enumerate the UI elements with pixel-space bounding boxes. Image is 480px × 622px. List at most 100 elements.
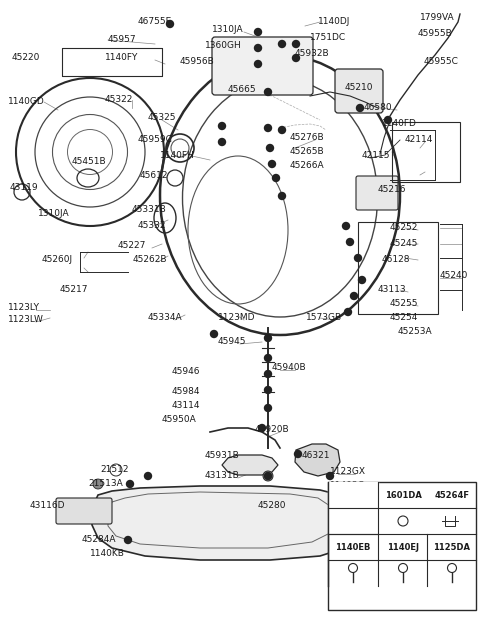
Text: 46580: 46580 xyxy=(364,103,393,113)
Circle shape xyxy=(127,481,133,488)
Text: 1123LW: 1123LW xyxy=(8,315,44,325)
FancyBboxPatch shape xyxy=(212,37,313,95)
Text: 45451B: 45451B xyxy=(72,157,107,167)
Text: 45216: 45216 xyxy=(378,185,407,195)
Text: 1123MD: 1123MD xyxy=(218,313,255,322)
Circle shape xyxy=(273,175,279,182)
Text: 45334A: 45334A xyxy=(148,313,182,322)
Bar xyxy=(328,482,476,610)
Text: 1140DJ: 1140DJ xyxy=(318,17,350,27)
Circle shape xyxy=(167,21,173,27)
Circle shape xyxy=(266,144,274,152)
Circle shape xyxy=(278,192,286,200)
Text: 45255: 45255 xyxy=(390,300,419,309)
Circle shape xyxy=(278,126,286,134)
Text: 46755E: 46755E xyxy=(138,17,172,27)
Text: 45322: 45322 xyxy=(105,96,133,104)
Text: 45665: 45665 xyxy=(228,85,257,95)
Text: 1125DA: 1125DA xyxy=(433,542,470,552)
Polygon shape xyxy=(222,455,278,475)
Text: 45946: 45946 xyxy=(172,368,201,376)
Text: 45217: 45217 xyxy=(60,285,88,294)
Circle shape xyxy=(218,139,226,146)
Circle shape xyxy=(292,40,300,47)
Text: 45959C: 45959C xyxy=(138,136,173,144)
Text: 45950A: 45950A xyxy=(162,415,197,424)
Text: 45210: 45210 xyxy=(345,83,373,93)
Text: 45253A: 45253A xyxy=(398,328,432,337)
Circle shape xyxy=(278,40,286,47)
Circle shape xyxy=(254,60,262,68)
Circle shape xyxy=(264,335,272,341)
Text: 45955B: 45955B xyxy=(418,29,453,39)
Text: 45920B: 45920B xyxy=(255,425,289,435)
Text: 45280: 45280 xyxy=(258,501,287,511)
Text: 21512: 21512 xyxy=(100,465,129,475)
Text: 1140KB: 1140KB xyxy=(90,549,125,559)
Text: 1140EJ: 1140EJ xyxy=(387,542,419,552)
Text: 42114: 42114 xyxy=(405,136,433,144)
Text: 1140FD: 1140FD xyxy=(382,119,417,129)
Circle shape xyxy=(144,473,152,480)
Circle shape xyxy=(268,160,276,167)
Text: 45262B: 45262B xyxy=(133,256,168,264)
Circle shape xyxy=(357,104,363,111)
FancyBboxPatch shape xyxy=(56,498,112,524)
Circle shape xyxy=(264,473,272,480)
Circle shape xyxy=(355,254,361,261)
Circle shape xyxy=(264,386,272,394)
Circle shape xyxy=(263,471,273,481)
Circle shape xyxy=(264,404,272,412)
Bar xyxy=(358,222,438,314)
Circle shape xyxy=(93,479,103,489)
FancyBboxPatch shape xyxy=(335,69,383,113)
Text: 43119: 43119 xyxy=(10,183,38,192)
Circle shape xyxy=(343,223,349,230)
Text: 46128: 46128 xyxy=(382,256,410,264)
Circle shape xyxy=(292,55,300,62)
Text: 1799VA: 1799VA xyxy=(420,14,455,22)
Text: 43131B: 43131B xyxy=(205,471,240,481)
Text: 45945: 45945 xyxy=(218,338,247,346)
Text: 45332: 45332 xyxy=(138,221,167,231)
Circle shape xyxy=(345,309,351,315)
Text: 1140GD: 1140GD xyxy=(8,98,45,106)
Text: 45932B: 45932B xyxy=(295,50,330,58)
Circle shape xyxy=(264,371,272,378)
Text: 1573GB: 1573GB xyxy=(306,313,342,322)
Text: 45957: 45957 xyxy=(108,35,137,45)
Text: 45956B: 45956B xyxy=(180,57,215,67)
Text: 21513A: 21513A xyxy=(88,480,123,488)
Text: 43114: 43114 xyxy=(172,401,201,411)
Text: 1310JA: 1310JA xyxy=(212,26,244,34)
Polygon shape xyxy=(295,444,340,476)
Circle shape xyxy=(264,88,272,96)
Text: 45940B: 45940B xyxy=(272,363,307,373)
Text: 45984: 45984 xyxy=(172,388,201,396)
Circle shape xyxy=(211,330,217,338)
Text: 45276B: 45276B xyxy=(290,134,324,142)
Circle shape xyxy=(326,473,334,480)
Circle shape xyxy=(124,537,132,544)
Text: 1123LY: 1123LY xyxy=(8,304,40,312)
Text: 45240: 45240 xyxy=(440,271,468,281)
Text: 45254: 45254 xyxy=(390,313,419,322)
Text: 45955C: 45955C xyxy=(424,57,459,67)
Text: 11403C: 11403C xyxy=(330,481,365,491)
Text: 45284A: 45284A xyxy=(82,536,117,544)
Circle shape xyxy=(264,124,272,131)
Text: 1140FH: 1140FH xyxy=(160,151,195,159)
Circle shape xyxy=(264,355,272,361)
Text: 43113: 43113 xyxy=(378,285,407,294)
Text: 45325: 45325 xyxy=(148,113,177,123)
Text: 1751DC: 1751DC xyxy=(310,34,346,42)
Text: 1140EB: 1140EB xyxy=(336,542,371,552)
Text: 45227: 45227 xyxy=(118,241,146,251)
Circle shape xyxy=(218,123,226,129)
Text: 45264F: 45264F xyxy=(434,491,469,499)
Text: 46321: 46321 xyxy=(302,450,331,460)
Text: 45252: 45252 xyxy=(390,223,419,233)
Bar xyxy=(62,48,162,76)
Text: 1360GH: 1360GH xyxy=(205,42,242,50)
Circle shape xyxy=(359,277,365,284)
